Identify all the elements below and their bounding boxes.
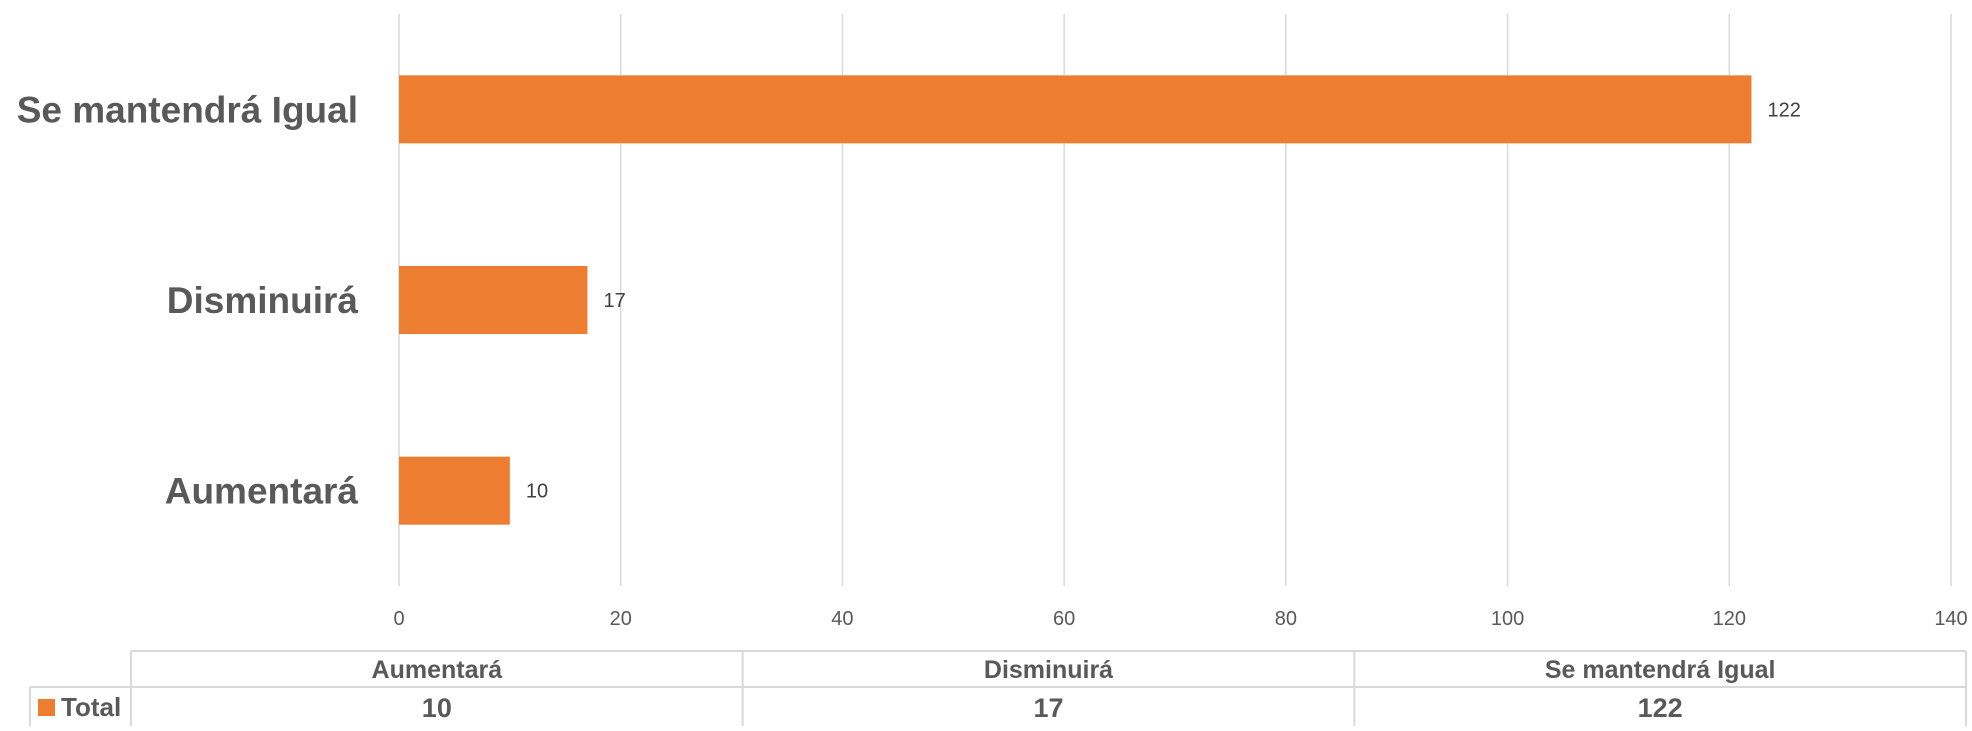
x-tick-label: 40 <box>831 608 853 630</box>
data-labels: 10 17 122 <box>526 99 1801 502</box>
table-header-cell: Disminuirá <box>984 656 1113 684</box>
category-label: Disminuirá <box>167 280 359 321</box>
data-table: Aumentará Disminuirá Se mantendrá Igual Tot… <box>29 650 1967 726</box>
category-label: Se mantendrá Igual <box>17 89 358 130</box>
x-tick-label: 20 <box>610 608 632 630</box>
x-tick-label: 80 <box>1275 608 1297 630</box>
bar <box>399 75 1752 144</box>
table-value-cell: 17 <box>1033 693 1063 723</box>
data-label: 17 <box>603 290 625 312</box>
table-header-cell: Se mantendrá Igual <box>1545 656 1776 684</box>
category-labels: Aumentará Disminuirá Se mantendrá Igual <box>17 89 359 511</box>
bar <box>399 456 510 525</box>
table-header-cell: Aumentará <box>372 656 503 684</box>
bar <box>399 266 588 334</box>
x-tick-label: 100 <box>1491 608 1524 630</box>
table-value-cell: 122 <box>1638 693 1683 723</box>
table-value-cell: 10 <box>422 693 452 723</box>
x-tick-label: 140 <box>1934 608 1967 630</box>
legend-swatch <box>38 699 55 716</box>
x-tick-label: 120 <box>1713 608 1746 630</box>
legend-label: Total <box>61 692 121 722</box>
bars <box>399 75 1752 525</box>
x-tick-label: 0 <box>393 608 404 630</box>
data-label: 10 <box>526 481 548 503</box>
category-label: Aumentará <box>165 471 359 512</box>
x-axis-ticks: 0 20 40 60 80 100 120 140 <box>393 608 1967 630</box>
x-tick-label: 60 <box>1053 608 1075 630</box>
data-label: 122 <box>1767 99 1800 121</box>
